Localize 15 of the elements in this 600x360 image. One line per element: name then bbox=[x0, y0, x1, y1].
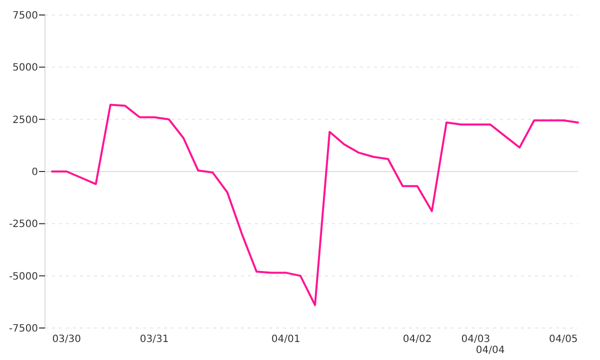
x-tick-label: 04/03 bbox=[461, 334, 490, 345]
x-tick-label: 03/30 bbox=[52, 334, 82, 345]
y-tick-label: -5000 bbox=[8, 271, 38, 282]
y-tick-label: 2500 bbox=[12, 114, 38, 126]
x-tick-label: 04/02 bbox=[402, 334, 432, 345]
y-tick-label: -7500 bbox=[8, 324, 38, 334]
line-series bbox=[51, 104, 579, 306]
y-tick-label: 5000 bbox=[12, 62, 38, 74]
x-tick-label: 04/01 bbox=[271, 334, 300, 345]
y-tick-label: 0 bbox=[32, 167, 38, 178]
x-tick-label: 04/04 bbox=[476, 345, 505, 356]
x-tick-label: 03/31 bbox=[140, 334, 169, 345]
y-tick-label: 7500 bbox=[12, 10, 38, 22]
x-tick-label: 04/05 bbox=[548, 334, 578, 345]
y-tick-label: -2500 bbox=[8, 219, 38, 230]
